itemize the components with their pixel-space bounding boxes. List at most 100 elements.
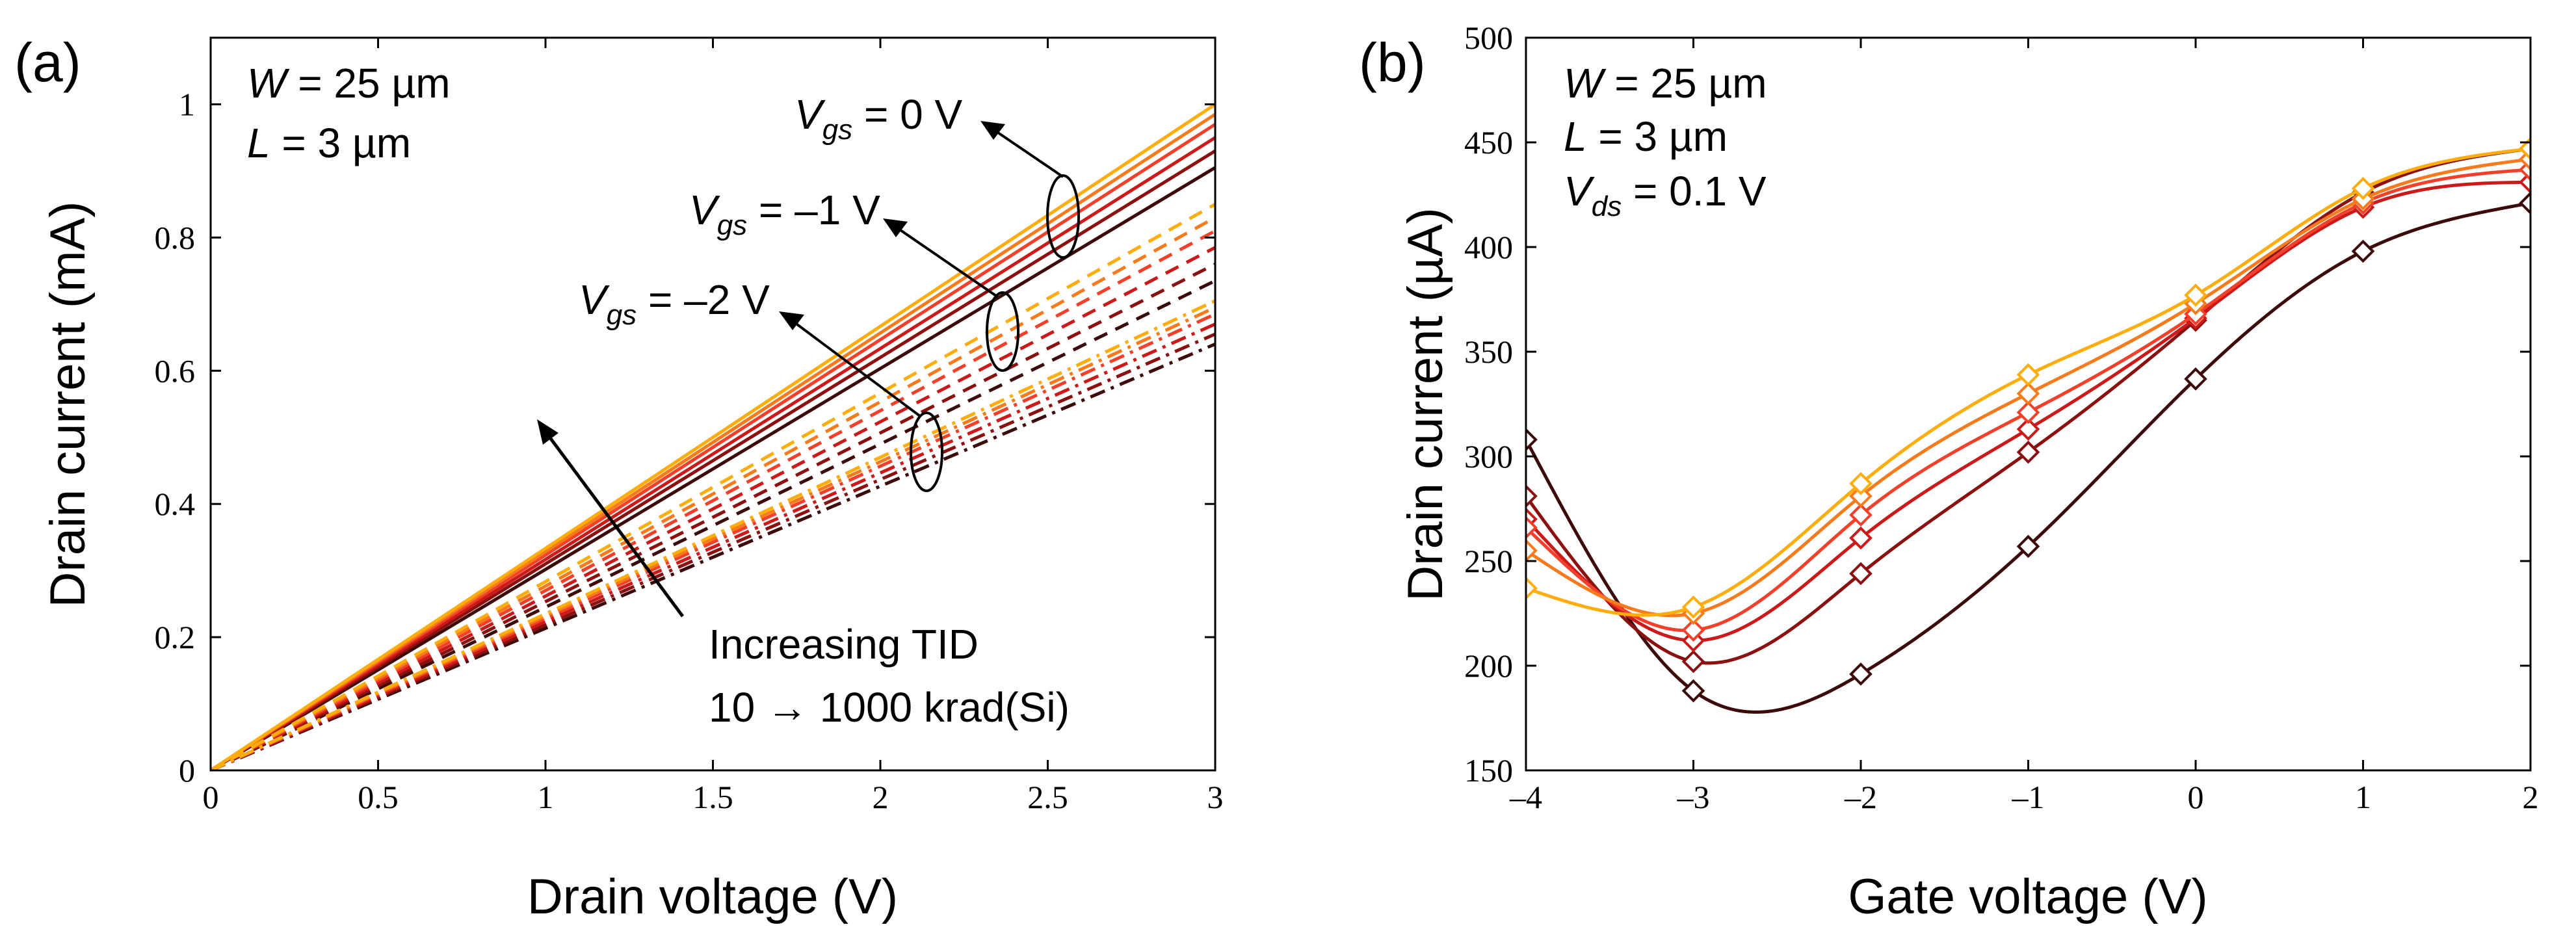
panel-a-x-tick-label: 3: [1207, 779, 1224, 815]
panel-b-label: (b): [1359, 32, 1426, 93]
panel-b-diamond-marker-tid-1: [2351, 239, 2375, 263]
panel-a-series-line-g1-tid-3: [211, 246, 1215, 770]
vgs-minus2-group-ellipse: [910, 412, 943, 492]
panel-b-diamond-marker-tid-2: [1526, 484, 1538, 508]
panel-b-diamond-marker-tid-1: [2016, 534, 2040, 558]
panel-b-diamond-marker-tid-1: [1681, 679, 1705, 703]
panel-b-diamond-marker-tid-6: [1526, 577, 1538, 600]
panel-b-diamond-marker-tid-6: [2016, 363, 2040, 387]
panel-b-x-tick-label: –4: [1509, 779, 1542, 815]
panel-a-series-line-g0-tid-3: [211, 136, 1215, 770]
panel-b-y-tick-label: 400: [1464, 229, 1513, 265]
panel-b-diamond-marker-tid-1: [1849, 662, 1873, 686]
panel-b-series-group: [1526, 137, 2530, 714]
panel-b-diamond-marker-tid-2: [1849, 562, 1873, 586]
panel-a-y-tick-label: 0.6: [155, 352, 196, 389]
l-value: = 3 µm: [270, 120, 412, 166]
panel-b-y-tick-label: 150: [1464, 752, 1513, 789]
panel-a-series-line-g0-tid-2: [211, 150, 1215, 770]
vgs-minus1-label: Vgs = –1 V: [689, 187, 880, 241]
panel-b-diamond-marker-tid-4: [1681, 618, 1705, 642]
panel-a-y-tick-label: 0.8: [155, 219, 196, 255]
panel-b-x-tick-label: 1: [2355, 779, 2371, 815]
w-symbol: W: [247, 60, 290, 107]
panel-b-diamond-marker-tid-6: [2184, 283, 2207, 307]
w-value: = 25 µm: [286, 60, 450, 107]
increasing-tid-arrowhead: [537, 419, 559, 445]
panel-b-ylabel: Drain current (µA): [1398, 207, 1453, 601]
panel-b-vds-annotation: Vds = 0.1 V: [1564, 168, 1767, 222]
panel-b-xlabel: Gate voltage (V): [1848, 869, 2207, 924]
panel-b-diamond-marker-tid-5: [1849, 484, 1873, 508]
panel-a-series-line-g0-tid-1: [211, 166, 1215, 770]
panel-a-w-annotation: W = 25 µm: [247, 60, 451, 107]
panel-a-y-tick-label: 0.2: [155, 619, 196, 655]
panel-a-x-tick-label: 0: [203, 779, 219, 815]
panel-a-l-annotation: L = 3 µm: [247, 120, 411, 166]
panel-b: (b) –4 –3 –2 –1 0 1 2150200250300350400450500 …: [1359, 20, 2539, 924]
panel-a-series-line-g1-tid-4: [211, 229, 1215, 770]
vgs-minus2-arrow-line: [793, 321, 921, 417]
panel-a-y-tick-label: 0: [179, 752, 195, 789]
panel-b-diamond-marker-tid-2: [2016, 440, 2040, 464]
panel-b-y-tick-label: 300: [1464, 438, 1513, 475]
panel-b-x-tick-label: –2: [1844, 779, 1877, 815]
panel-a-x-tick-label: 0.5: [358, 779, 399, 815]
panel-a-y-tick-label: 1: [179, 86, 195, 122]
increasing-tid-arrow-line: [545, 433, 685, 618]
panel-b-diamond-marker-tid-1: [1526, 428, 1538, 452]
panel-a-series-group: [211, 103, 1215, 770]
panel-b-y-tick-label: 250: [1464, 543, 1513, 579]
panel-a-x-tick-label: 1.5: [692, 779, 733, 815]
panel-b-diamond-marker-tid-4: [1526, 516, 1538, 540]
panel-b-ticks: –4 –3 –2 –1 0 1 2 150 200 250 300 350 400 450 500: [1464, 20, 2539, 815]
panel-b-diamond-marker-tid-6: [2519, 137, 2530, 161]
panel-b-diamond-marker-tid-1: [2519, 191, 2530, 215]
panel-b-x-tick-label: 2: [2523, 779, 2539, 815]
panel-b-diamond-marker-tid-5: [1526, 539, 1538, 562]
panel-b-diamond-marker-tid-6: [1849, 472, 1873, 495]
panel-b-diamond-marker-tid-2: [1681, 649, 1705, 674]
panel-a-x-tick-label: 1: [538, 779, 554, 815]
panel-a: (a) 0 0.5 1 1.5 2 2.5 3 0 0.2 0.4 0.6 0.8 1 Drain vo…: [14, 32, 1224, 924]
panel-b-x-tick-label: –1: [2012, 779, 2045, 815]
panel-b-diamond-marker-tid-5: [2016, 382, 2040, 406]
vgs-0-label: Vgs = 0 V: [795, 91, 962, 146]
panel-b-w-annotation: W = 25 µm: [1564, 60, 1767, 107]
vgs-minus1-group-ellipse: [986, 291, 1019, 372]
panel-a-x-tick-label: 2.5: [1027, 779, 1068, 815]
panel-b-y-tick-label: 450: [1464, 124, 1513, 161]
panel-a-label: (a): [14, 32, 81, 93]
panel-a-series-line-g1-tid-5: [211, 216, 1215, 770]
panel-b-y-tick-label: 200: [1464, 648, 1513, 684]
panel-b-diamond-marker-tid-6: [1681, 595, 1705, 619]
panel-a-ylabel: Drain current (mA): [40, 202, 96, 608]
panel-b-diamond-marker-tid-4: [1849, 503, 1873, 527]
panel-b-y-tick-label: 500: [1464, 20, 1513, 56]
vgs-minus2-arrowhead: [779, 311, 804, 330]
vgs-0-arrow-line: [995, 130, 1064, 178]
tid-annotation-line1: Increasing TID: [709, 621, 979, 668]
panel-a-series-line-g1-tid-2: [211, 263, 1215, 770]
panel-b-x-tick-label: –3: [1677, 779, 1710, 815]
panel-a-series-line-g2-tid-6: [211, 299, 1215, 770]
panel-a-ticks: 0 0.5 1 1.5 2 2.5 3 0 0.2 0.4 0.6 0.8 1: [155, 38, 1224, 815]
panel-a-y-tick-label: 0.4: [155, 486, 196, 522]
panel-a-x-tick-label: 2: [873, 779, 889, 815]
tid-annotation-line2: 10 → 1000 krad(Si): [709, 684, 1070, 731]
panel-a-series-line-g1-tid-6: [211, 202, 1215, 770]
vgs-minus2-label: Vgs = –2 V: [579, 276, 770, 331]
panel-b-diamond-marker-tid-6: [2351, 177, 2375, 200]
panel-b-diamond-marker-tid-3: [1849, 526, 1873, 550]
panel-b-diamond-marker-tid-1: [2184, 367, 2207, 391]
vgs-minus1-arrowhead: [883, 218, 908, 237]
l-symbol: L: [247, 120, 270, 166]
panel-b-diamond-marker-tid-3: [2016, 417, 2040, 441]
vgs-0-arrowhead: [980, 121, 1005, 140]
panel-a-xlabel: Drain voltage (V): [527, 869, 898, 924]
panel-b-l-annotation: L = 3 µm: [1564, 113, 1728, 160]
panel-b-y-tick-label: 350: [1464, 334, 1513, 370]
panel-b-x-tick-label: 0: [2188, 779, 2204, 815]
vgs-minus1-arrow-line: [897, 228, 997, 297]
